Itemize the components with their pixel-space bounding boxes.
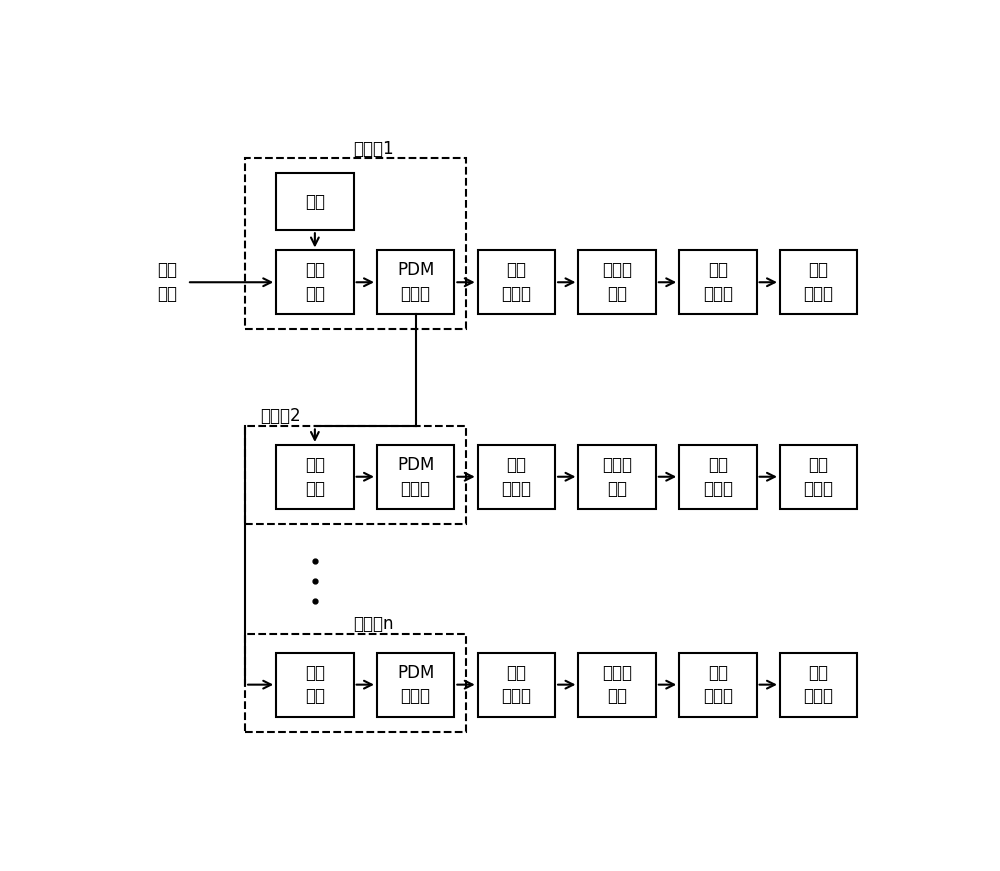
Text: 换能器
阵列: 换能器 阵列 <box>602 261 632 303</box>
Text: 空气
非线性: 空气 非线性 <box>703 664 733 706</box>
Bar <box>578 652 656 717</box>
Bar <box>276 250 354 314</box>
Bar <box>377 250 454 314</box>
Text: 定向
声波束: 定向 声波束 <box>804 261 834 303</box>
Text: 载波: 载波 <box>305 192 325 211</box>
Text: 换能器
阵列: 换能器 阵列 <box>602 456 632 497</box>
Text: 功率
放大器: 功率 放大器 <box>501 664 531 706</box>
Bar <box>578 445 656 509</box>
Bar <box>245 427 466 523</box>
Bar <box>780 445 857 509</box>
Text: PDM
比特流: PDM 比特流 <box>397 456 434 497</box>
Bar <box>245 634 466 732</box>
Bar <box>679 250 757 314</box>
Text: 定向
声波束: 定向 声波束 <box>804 456 834 497</box>
Bar <box>478 652 555 717</box>
Text: 同步
电路: 同步 电路 <box>305 664 325 706</box>
Bar <box>478 250 555 314</box>
Text: 控制器1: 控制器1 <box>354 140 394 159</box>
Text: 空气
非线性: 空气 非线性 <box>703 261 733 303</box>
Text: 控制器n: 控制器n <box>354 615 394 633</box>
Bar <box>276 173 354 230</box>
Text: 功率
放大器: 功率 放大器 <box>501 261 531 303</box>
Text: 功率
放大器: 功率 放大器 <box>501 456 531 497</box>
Bar <box>679 652 757 717</box>
Bar <box>780 250 857 314</box>
Text: 同步
电路: 同步 电路 <box>305 456 325 497</box>
Text: 空气
非线性: 空气 非线性 <box>703 456 733 497</box>
Text: 控制器2: 控制器2 <box>261 407 301 425</box>
Bar <box>377 445 454 509</box>
Text: PDM
比特流: PDM 比特流 <box>397 664 434 706</box>
Bar <box>578 250 656 314</box>
Bar <box>478 445 555 509</box>
Bar <box>780 652 857 717</box>
Text: 定向
声波束: 定向 声波束 <box>804 664 834 706</box>
Bar <box>276 652 354 717</box>
Text: 音频
信号: 音频 信号 <box>158 261 178 303</box>
Text: 信号
处理: 信号 处理 <box>305 261 325 303</box>
Text: PDM
比特流: PDM 比特流 <box>397 261 434 303</box>
Text: 换能器
阵列: 换能器 阵列 <box>602 664 632 706</box>
Bar <box>276 445 354 509</box>
Bar <box>245 159 466 329</box>
Bar <box>679 445 757 509</box>
Bar <box>377 652 454 717</box>
